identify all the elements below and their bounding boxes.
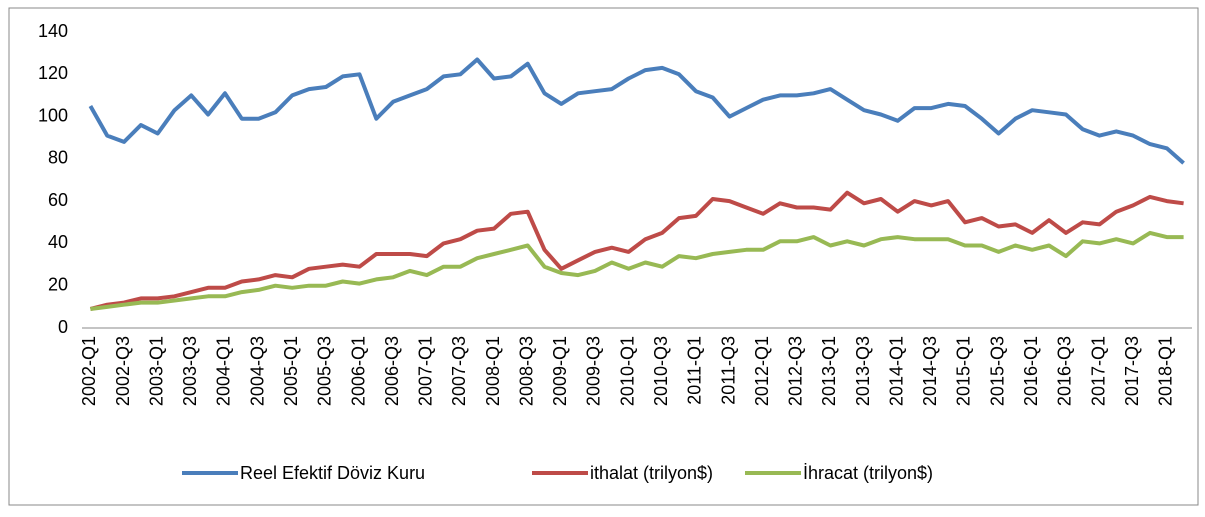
legend-label: ithalat (trilyon$) bbox=[590, 463, 713, 483]
y-tick-label: 120 bbox=[38, 63, 68, 83]
y-tick-label: 100 bbox=[38, 105, 68, 125]
x-tick-label: 2011-Q1 bbox=[685, 336, 705, 405]
x-tick-label: 2016-Q1 bbox=[1021, 336, 1041, 406]
x-tick-label: 2017-Q1 bbox=[1088, 336, 1108, 406]
x-tick-label: 2008-Q1 bbox=[483, 336, 503, 406]
x-tick-label: 2010-Q1 bbox=[617, 336, 637, 406]
y-tick-label: 20 bbox=[48, 274, 68, 294]
series-line bbox=[90, 230, 1184, 311]
x-tick-label: 2013-Q1 bbox=[819, 336, 839, 406]
y-tick-label: 0 bbox=[58, 317, 68, 337]
x-tick-label: 2003-Q1 bbox=[146, 336, 166, 406]
x-tick-label: 2009-Q3 bbox=[584, 336, 604, 406]
series-line bbox=[89, 190, 1184, 311]
x-tick-label: 2002-Q1 bbox=[79, 336, 99, 406]
chart-border bbox=[8, 7, 1199, 506]
x-tick-label: 2008-Q3 bbox=[516, 336, 536, 406]
x-tick-label: 2005-Q1 bbox=[281, 336, 301, 406]
series-line bbox=[88, 57, 1185, 165]
legend-label: Reel Efektif Döviz Kuru bbox=[240, 463, 425, 483]
x-tick-label: 2006-Q1 bbox=[348, 336, 368, 406]
x-tick-label: 2004-Q1 bbox=[214, 336, 234, 406]
x-tick-label: 2007-Q1 bbox=[416, 336, 436, 406]
legend-label: İhracat (trilyon$) bbox=[803, 463, 933, 483]
x-tick-label: 2014-Q3 bbox=[920, 336, 940, 406]
x-tick-label: 2004-Q3 bbox=[247, 336, 267, 406]
x-tick-label: 2006-Q3 bbox=[382, 336, 402, 406]
x-tick-label: 2015-Q3 bbox=[987, 336, 1007, 406]
x-tick-label: 2012-Q3 bbox=[786, 336, 806, 406]
x-tick-label: 2018-Q1 bbox=[1156, 336, 1176, 406]
x-tick-label: 2002-Q3 bbox=[113, 336, 133, 406]
y-tick-label: 140 bbox=[38, 21, 68, 41]
x-tick-label: 2016-Q3 bbox=[1055, 336, 1075, 406]
x-tick-label: 2014-Q1 bbox=[886, 336, 906, 406]
x-tick-label: 2010-Q3 bbox=[651, 336, 671, 406]
x-tick-label: 2007-Q3 bbox=[449, 336, 469, 406]
y-tick-label: 80 bbox=[48, 148, 68, 168]
x-tick-label: 2015-Q1 bbox=[954, 336, 974, 406]
x-tick-label: 2012-Q1 bbox=[752, 336, 772, 406]
x-tick-label: 2013-Q3 bbox=[853, 336, 873, 406]
x-tick-label: 2017-Q3 bbox=[1122, 336, 1142, 406]
y-tick-label: 60 bbox=[48, 190, 68, 210]
x-tick-label: 2009-Q1 bbox=[550, 336, 570, 406]
x-tick-label: 2011-Q3 bbox=[718, 336, 738, 405]
x-tick-label: 2003-Q3 bbox=[180, 336, 200, 406]
y-tick-label: 40 bbox=[48, 232, 68, 252]
x-tick-label: 2005-Q3 bbox=[315, 336, 335, 406]
